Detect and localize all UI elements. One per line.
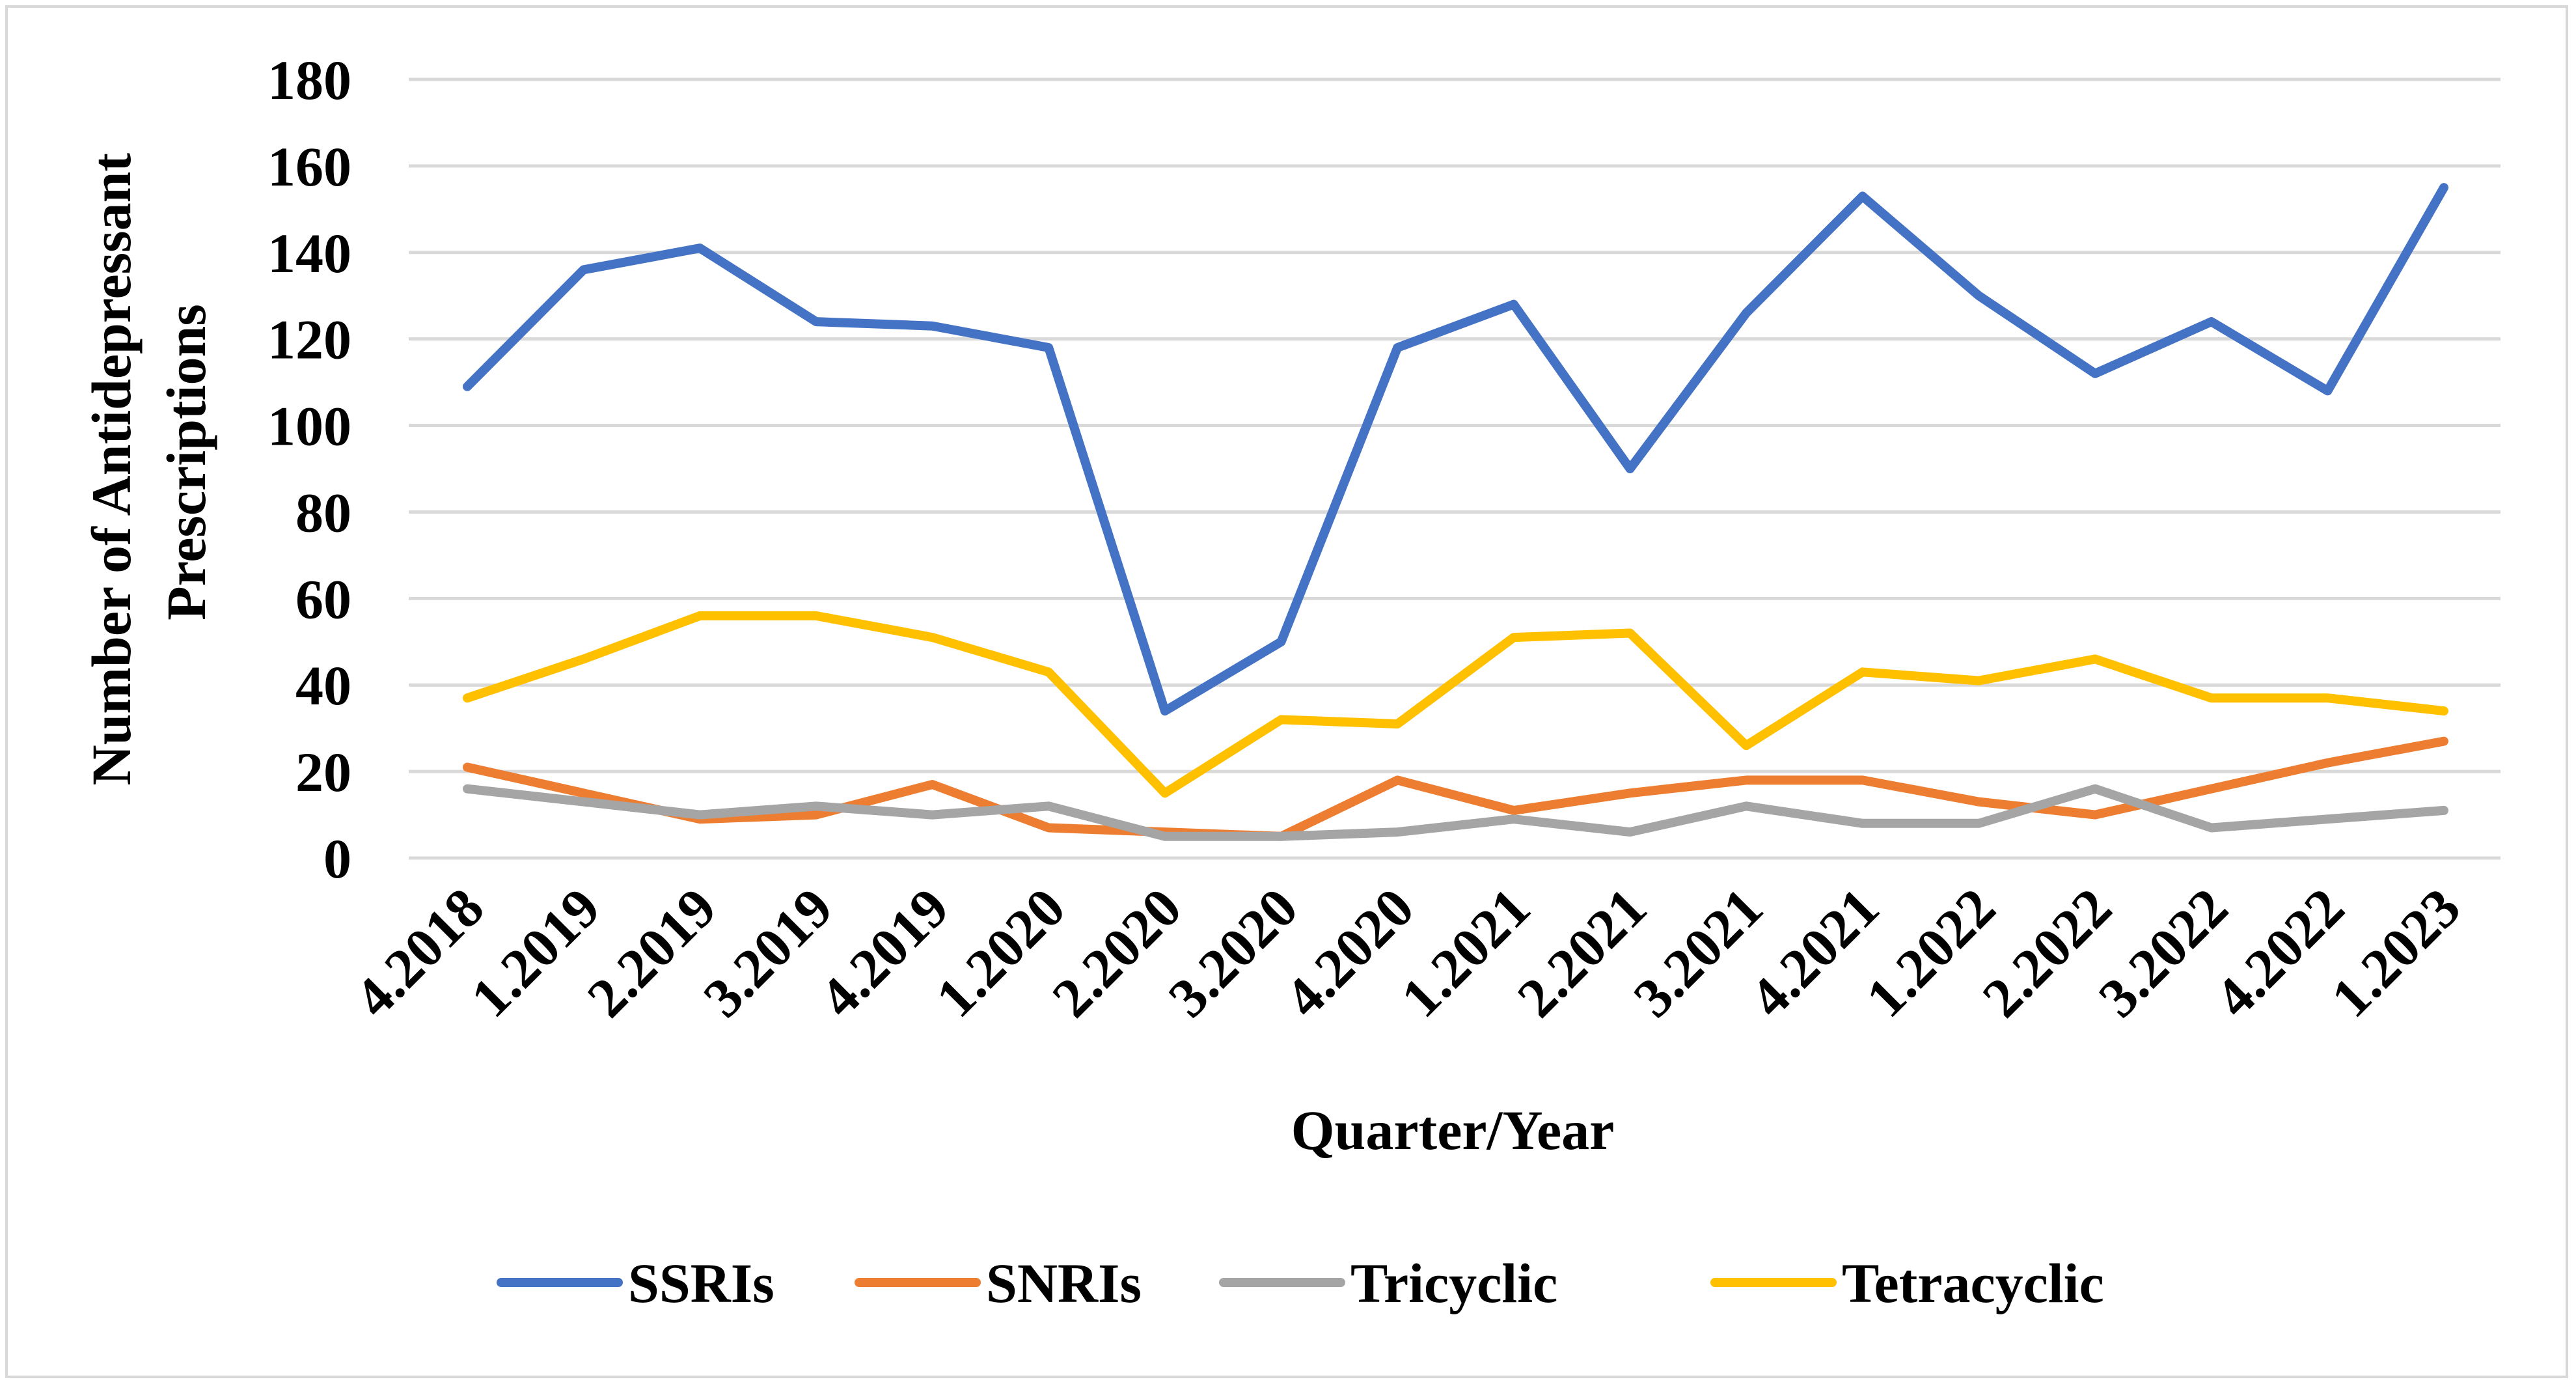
x-tick-label-2.2022: 2.2022 <box>1970 876 2123 1029</box>
y-axis-title-line-1: Number of Antidepressant <box>80 153 143 786</box>
y-tick-label-160: 160 <box>267 135 351 198</box>
x-axis-title: Quarter/Year <box>1291 1099 1615 1161</box>
x-tick-label-4.2021: 4.2021 <box>1738 876 1891 1029</box>
legend-item-snris: SNRIs <box>855 1252 1142 1314</box>
x-tick-label-2.2021: 2.2021 <box>1505 876 1658 1029</box>
legend-label-tetracyclic: Tetracyclic <box>1842 1252 2104 1314</box>
x-tick-label-4.2018: 4.2018 <box>342 876 495 1029</box>
series-line-ssris <box>463 183 2448 716</box>
x-tick-label-2.2020: 2.2020 <box>1040 876 1193 1029</box>
x-tick-label-1.2020: 1.2020 <box>924 876 1077 1029</box>
y-tick-label-60: 60 <box>295 568 351 630</box>
series-line-snris <box>463 736 2448 841</box>
y-axis-title: Number of Antidepressant Prescriptions <box>80 139 217 785</box>
y-axis-title-line-2: Prescriptions <box>155 304 217 620</box>
x-tick-label-3.2022: 3.2022 <box>2087 876 2240 1029</box>
x-tick-label-2.2019: 2.2019 <box>575 876 728 1029</box>
chart-frame <box>5 5 2568 1378</box>
legend-label-ssris: SSRIs <box>628 1252 774 1314</box>
legend-item-tricyclic: Tricyclic <box>1219 1252 1557 1314</box>
x-tick-label-4.2020: 4.2020 <box>1272 876 1425 1029</box>
y-tick-label-20: 20 <box>295 741 351 803</box>
y-tick-label-120: 120 <box>267 309 351 371</box>
x-tick-label-1.2023: 1.2023 <box>2319 876 2472 1029</box>
gridlines <box>409 77 2501 860</box>
x-tick-label-4.2022: 4.2022 <box>2203 876 2356 1029</box>
x-tick-label-1.2021: 1.2021 <box>1389 876 1542 1029</box>
x-tick-label-1.2022: 1.2022 <box>1854 876 2007 1029</box>
y-tick-label-180: 180 <box>267 49 351 111</box>
legend-label-tricyclic: Tricyclic <box>1350 1252 1557 1314</box>
x-tick-label-3.2019: 3.2019 <box>691 876 844 1029</box>
legend: SSRIs SNRIs Tricyclic Tetracyclic <box>497 1252 2104 1314</box>
y-tick-label-140: 140 <box>267 222 351 284</box>
y-tick-label-100: 100 <box>267 395 351 458</box>
legend-label-snris: SNRIs <box>986 1252 1142 1314</box>
x-tick-label-4.2019: 4.2019 <box>808 876 961 1029</box>
x-tick-label-1.2019: 1.2019 <box>459 876 612 1029</box>
x-tick-label-3.2021: 3.2021 <box>1621 876 1774 1029</box>
series-line-tetracyclic <box>463 611 2448 798</box>
y-axis-ticks: 0 20 40 60 80 100 120 140 160 180 <box>267 49 351 890</box>
series-line-tricyclic <box>463 784 2448 841</box>
y-tick-label-80: 80 <box>295 481 351 544</box>
y-tick-label-40: 40 <box>295 654 351 717</box>
series-lines <box>463 183 2448 841</box>
y-tick-label-0: 0 <box>323 827 351 890</box>
x-tick-label-3.2020: 3.2020 <box>1157 876 1309 1029</box>
legend-item-tetracyclic: Tetracyclic <box>1710 1252 2104 1314</box>
x-axis-ticks: 4.20181.20192.20193.20194.20191.20202.20… <box>342 876 2472 1029</box>
legend-item-ssris: SSRIs <box>497 1252 774 1314</box>
